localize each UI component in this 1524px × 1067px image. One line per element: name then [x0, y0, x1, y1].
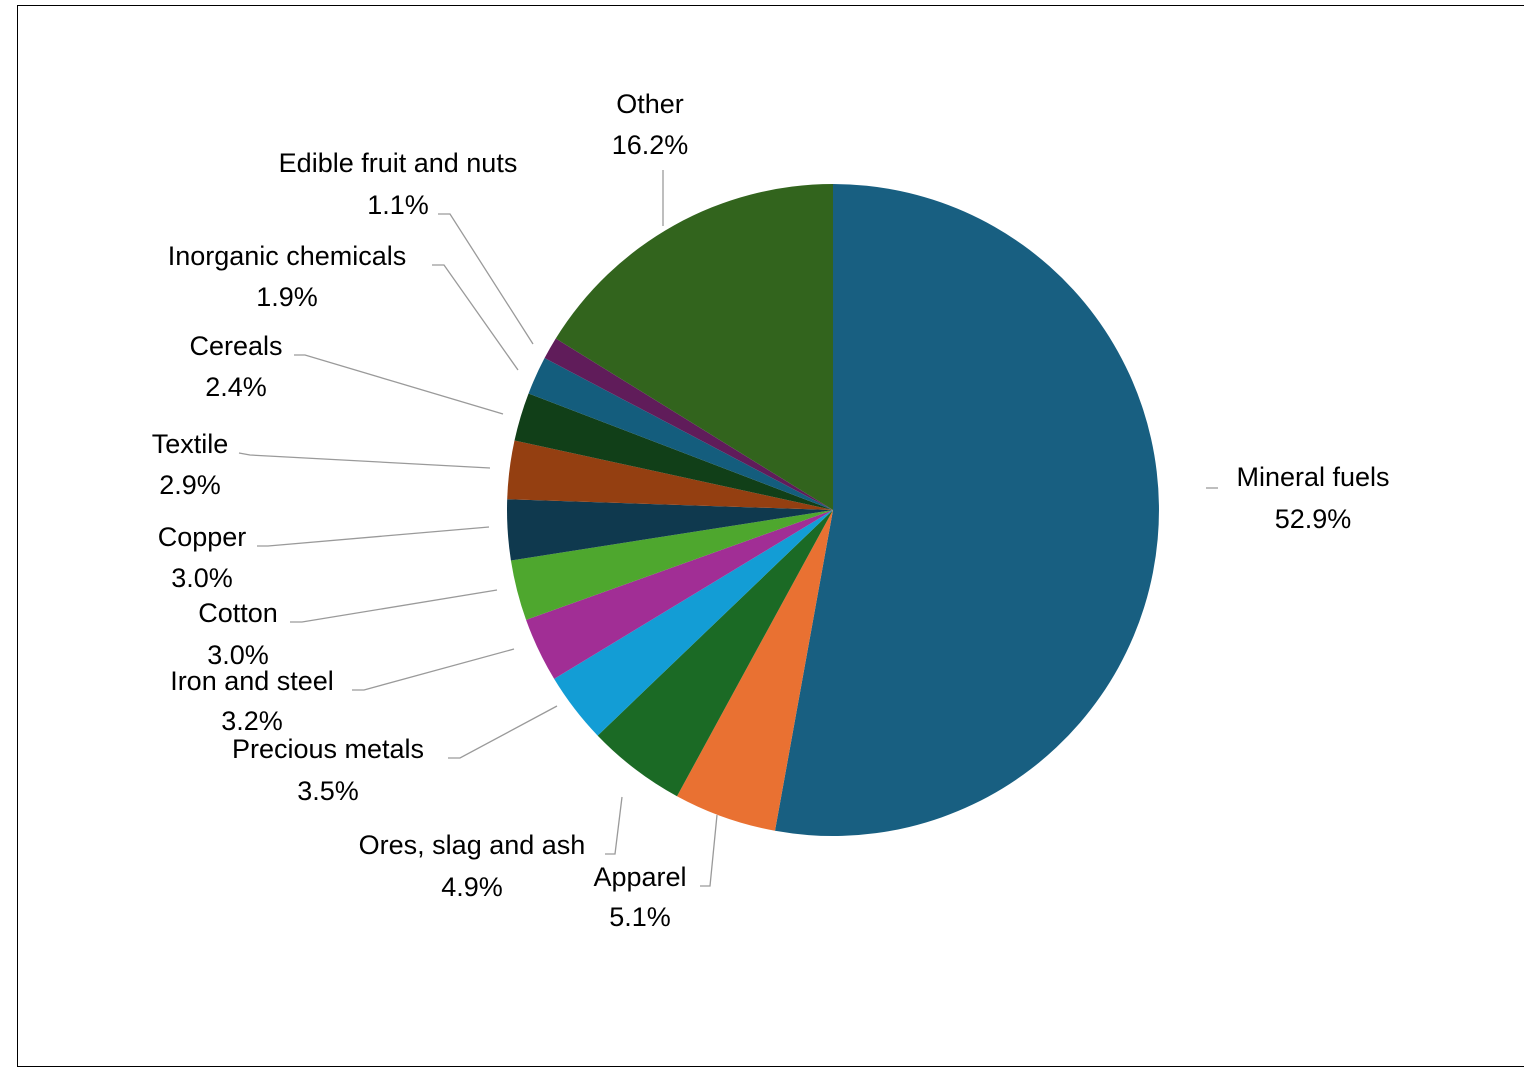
pie-slice-mineral-fuels [774, 184, 1159, 836]
pie-slice-ores-slag-and-ash [597, 510, 833, 797]
pie-slice-iron-and-steel [526, 510, 833, 679]
slice-label-cotton: Cotton [198, 598, 278, 628]
pie-slice-cereals [514, 393, 833, 510]
pie-slice-cotton [510, 510, 833, 620]
slice-value-apparel: 5.1% [609, 902, 671, 932]
leader-line-inorganic-chemicals [432, 264, 519, 371]
slice-label-other: Other [616, 89, 684, 119]
slice-label-edible-fruit-and-nuts: Edible fruit and nuts [279, 148, 518, 178]
pie-slice-precious-metals [554, 510, 833, 736]
leader-line-cereals [294, 354, 504, 415]
leader-line-ores-slag-and-ash [605, 796, 623, 855]
pie-slice-apparel [676, 510, 833, 831]
data-labels: Mineral fuels 52.9% Apparel 5.1% Ores, slag … [152, 89, 1390, 932]
slice-label-apparel: Apparel [593, 862, 686, 892]
slice-label-ores-slag-and-ash: Ores, slag and ash [359, 830, 586, 860]
pie-slice-edible-fruit-and-nuts [544, 338, 833, 510]
slice-value-inorganic-chemicals: 1.9% [256, 282, 318, 312]
slice-value-cotton: 3.0% [207, 640, 269, 670]
leader-line-cotton [290, 589, 498, 623]
slice-value-precious-metals: 3.5% [297, 776, 359, 806]
slice-label-cereals: Cereals [189, 331, 282, 361]
slice-value-mineral-fuels: 52.9% [1275, 504, 1352, 534]
slice-label-precious-metals: Precious metals [232, 734, 424, 764]
slice-value-edible-fruit-and-nuts: 1.1% [367, 190, 429, 220]
slice-value-ores-slag-and-ash: 4.9% [441, 872, 503, 902]
pie-slice-inorganic-chemicals [528, 358, 833, 510]
pie-slice-copper [507, 499, 833, 561]
pie-slice-other [555, 183, 833, 510]
leader-line-iron-and-steel [352, 648, 515, 691]
slice-label-mineral-fuels: Mineral fuels [1236, 462, 1389, 492]
leader-line-precious-metals [448, 705, 558, 759]
slice-value-copper: 3.0% [171, 563, 233, 593]
slice-label-textile: Textile [152, 429, 229, 459]
pie-slice-textile [507, 440, 833, 510]
slice-label-iron-and-steel: Iron and steel [170, 666, 334, 696]
slice-value-other: 16.2% [612, 130, 689, 160]
leader-line-textile [238, 452, 491, 469]
pie-chart: Mineral fuels 52.9% Apparel 5.1% Ores, slag … [152, 89, 1390, 932]
pie-slices [507, 183, 1159, 836]
slice-value-cereals: 2.4% [205, 372, 267, 402]
leader-line-apparel [700, 814, 718, 887]
leader-lines [238, 170, 1218, 887]
leader-line-edible-fruit-and-nuts [438, 213, 534, 345]
slice-value-iron-and-steel: 3.2% [221, 706, 283, 736]
slice-value-textile: 2.9% [159, 470, 221, 500]
slice-label-inorganic-chemicals: Inorganic chemicals [168, 241, 407, 271]
slice-label-copper: Copper [158, 522, 247, 552]
leader-line-copper [257, 526, 490, 547]
